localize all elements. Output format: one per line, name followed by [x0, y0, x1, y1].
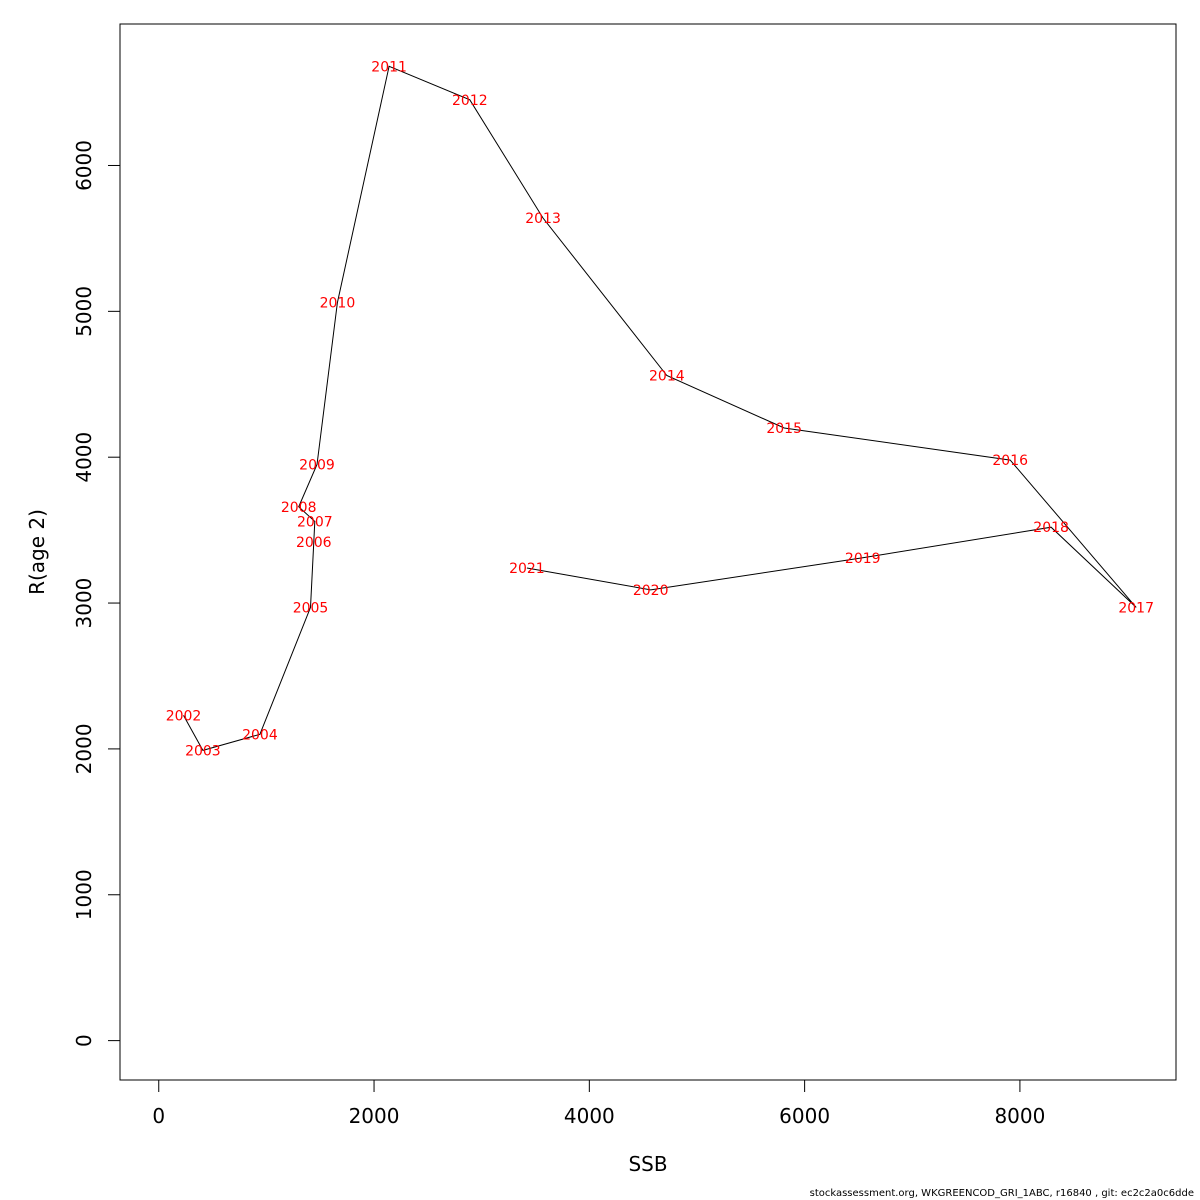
point-label-2011: 2011 [371, 59, 407, 75]
y-tick-label: 1000 [72, 869, 96, 920]
point-label-2002: 2002 [166, 708, 202, 724]
point-label-2018: 2018 [1033, 520, 1069, 536]
point-label-2014: 2014 [649, 369, 685, 385]
x-tick-label: 0 [152, 1104, 165, 1128]
series-line [183, 65, 1137, 751]
point-label-2007: 2007 [297, 514, 333, 530]
x-tick-label: 2000 [349, 1104, 400, 1128]
point-label-2021: 2021 [509, 561, 545, 577]
x-axis: 0 2000 4000 6000 8000 [152, 1079, 1045, 1128]
point-label-2017: 2017 [1118, 600, 1154, 616]
y-tick-label: 5000 [72, 286, 96, 337]
point-label-2008: 2008 [281, 500, 317, 516]
y-axis: 0 1000 2000 3000 4000 5000 6000 [72, 140, 121, 1047]
point-label-2009: 2009 [299, 457, 335, 473]
y-tick-label: 4000 [72, 432, 96, 483]
point-label-2010: 2010 [320, 296, 356, 312]
y-tick-label: 2000 [72, 723, 96, 774]
y-tick-label: 6000 [72, 140, 96, 191]
x-tick-label: 6000 [779, 1104, 830, 1128]
point-label-2016: 2016 [992, 453, 1028, 469]
point-label-2005: 2005 [293, 600, 329, 616]
point-label-2015: 2015 [766, 421, 802, 437]
point-label-2006: 2006 [296, 535, 332, 551]
y-tick-label: 0 [72, 1034, 96, 1047]
point-label-2003: 2003 [185, 743, 221, 759]
point-label-2012: 2012 [452, 93, 488, 109]
plot-frame [119, 23, 1177, 1081]
point-label-2019: 2019 [845, 551, 881, 567]
y-tick-label: 3000 [72, 578, 96, 629]
point-label-2013: 2013 [525, 211, 561, 227]
x-axis-title: SSB [628, 1152, 667, 1176]
y-axis-title: R(age 2) [25, 509, 49, 595]
x-tick-label: 8000 [994, 1104, 1045, 1128]
x-tick-label: 4000 [564, 1104, 615, 1128]
point-label-2020: 2020 [633, 583, 669, 599]
point-label-2004: 2004 [242, 727, 278, 743]
footer-credit: stockassessment.org, WKGREENCOD_GRI_1ABC… [809, 1188, 1194, 1199]
